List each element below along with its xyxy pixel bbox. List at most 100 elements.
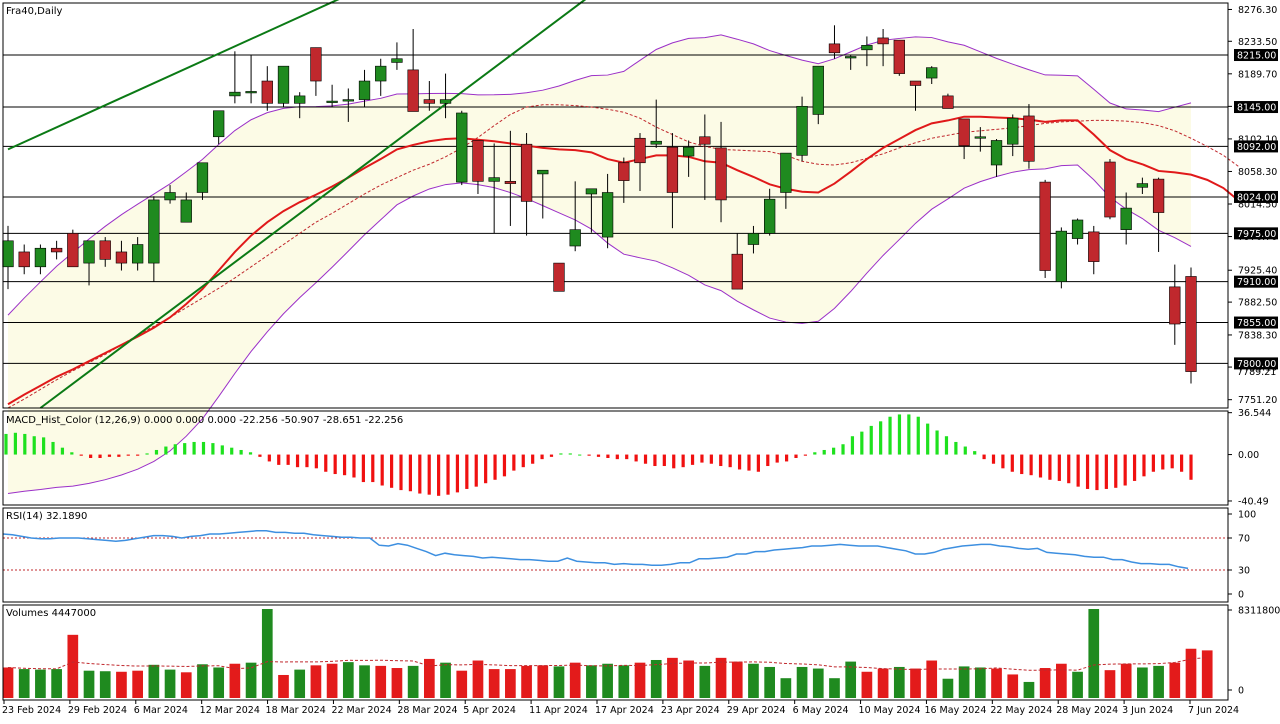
macd-bar bbox=[446, 454, 450, 495]
candle bbox=[796, 96, 808, 162]
macd-bar bbox=[775, 454, 779, 463]
level-tag-label: 8145.00 bbox=[1237, 103, 1276, 114]
macd-bar bbox=[832, 447, 836, 455]
candle bbox=[601, 173, 614, 249]
candle-body bbox=[1055, 230, 1068, 282]
candle-body bbox=[1023, 115, 1035, 162]
macd-bar bbox=[1151, 454, 1155, 472]
volume-bar bbox=[1137, 667, 1148, 698]
macd-tick-label: 36.544 bbox=[1238, 408, 1271, 419]
candle-body bbox=[245, 91, 257, 94]
candle-body bbox=[1007, 117, 1019, 145]
volume-bar bbox=[2, 667, 14, 698]
macd-bar bbox=[192, 441, 196, 455]
candle bbox=[1120, 192, 1132, 245]
volume-bar bbox=[1056, 663, 1067, 698]
volume-bar bbox=[278, 674, 289, 698]
volume-bar bbox=[456, 670, 468, 698]
macd-bar bbox=[399, 454, 403, 491]
macd-bar bbox=[145, 453, 149, 455]
macd-bar bbox=[220, 445, 224, 455]
macd-bar bbox=[737, 454, 742, 470]
macd-bar bbox=[973, 451, 977, 455]
price-tick-label: 7925.40 bbox=[1238, 266, 1277, 277]
volume-bar bbox=[326, 663, 338, 698]
macd-bar bbox=[437, 454, 441, 496]
volume-bar bbox=[407, 665, 419, 698]
candle bbox=[1039, 179, 1051, 278]
candle bbox=[715, 121, 727, 223]
volume-bar bbox=[650, 659, 662, 698]
macd-bar bbox=[408, 454, 413, 492]
candle bbox=[634, 133, 646, 192]
macd-bar bbox=[107, 454, 112, 457]
macd-bar bbox=[615, 454, 619, 460]
macd-bar bbox=[982, 454, 986, 460]
candle-body bbox=[358, 80, 371, 100]
candle bbox=[326, 84, 338, 108]
macd-bar bbox=[1029, 454, 1033, 476]
macd-bar bbox=[23, 433, 27, 455]
candle-body bbox=[1169, 286, 1181, 325]
candle-body bbox=[553, 262, 565, 292]
volume-bar bbox=[829, 678, 840, 698]
volume-bar bbox=[488, 669, 500, 698]
candle bbox=[780, 152, 792, 209]
candle bbox=[245, 55, 257, 104]
candle bbox=[504, 130, 517, 226]
macd-bar bbox=[126, 454, 130, 456]
candle-body bbox=[699, 136, 711, 145]
candle-body bbox=[796, 105, 808, 156]
candle-body bbox=[520, 143, 533, 202]
candle bbox=[1136, 177, 1149, 194]
rsi-tick-label: 70 bbox=[1238, 534, 1250, 545]
level-tag bbox=[1234, 227, 1278, 240]
volume-bar bbox=[553, 666, 565, 698]
price-tick-label: 8189.70 bbox=[1238, 69, 1277, 80]
candle bbox=[747, 225, 760, 254]
macd-bar bbox=[625, 454, 629, 460]
candle-body bbox=[650, 140, 662, 145]
volume-bar bbox=[1007, 674, 1019, 698]
candle bbox=[196, 162, 209, 200]
macd-bar bbox=[1114, 454, 1118, 488]
candle bbox=[180, 192, 192, 223]
candle bbox=[50, 240, 63, 260]
macd-bar bbox=[813, 452, 817, 455]
volume-bar bbox=[812, 668, 824, 698]
candle bbox=[861, 36, 873, 67]
candle-body bbox=[1039, 181, 1051, 271]
candle bbox=[520, 133, 533, 236]
candle bbox=[958, 118, 970, 160]
macd-bar bbox=[1104, 454, 1108, 489]
macd-bar bbox=[136, 454, 140, 456]
macd-bar bbox=[1142, 454, 1146, 477]
candle-body bbox=[504, 181, 517, 184]
macd-bar bbox=[897, 414, 902, 455]
macd-bar bbox=[1170, 454, 1174, 469]
volume-bar bbox=[1088, 609, 1100, 698]
price-tick-label: 7751.20 bbox=[1238, 395, 1277, 406]
volume-bar bbox=[197, 664, 208, 698]
rsi-tick-label: 100 bbox=[1238, 510, 1256, 521]
candle bbox=[131, 237, 144, 271]
candle-body bbox=[34, 247, 47, 268]
price-tick-label: 8276.30 bbox=[1238, 5, 1277, 16]
macd-bar bbox=[230, 447, 234, 455]
volume-bar bbox=[18, 669, 30, 698]
macd-bar bbox=[89, 454, 93, 458]
candle-body bbox=[2, 240, 14, 268]
volume-bar bbox=[391, 668, 403, 698]
macd-bar bbox=[1057, 454, 1061, 481]
candle bbox=[1023, 104, 1035, 169]
macd-bar bbox=[183, 443, 187, 455]
candle bbox=[990, 138, 1003, 177]
macd-bar bbox=[803, 454, 808, 456]
volume-bar bbox=[99, 671, 111, 698]
macd-bar bbox=[258, 454, 262, 457]
candle-body bbox=[407, 69, 419, 112]
candle-body bbox=[893, 39, 905, 74]
volume-bar bbox=[1104, 670, 1116, 698]
x-tick-label: 29 Feb 2024 bbox=[68, 705, 127, 716]
volume-bar bbox=[505, 669, 516, 698]
